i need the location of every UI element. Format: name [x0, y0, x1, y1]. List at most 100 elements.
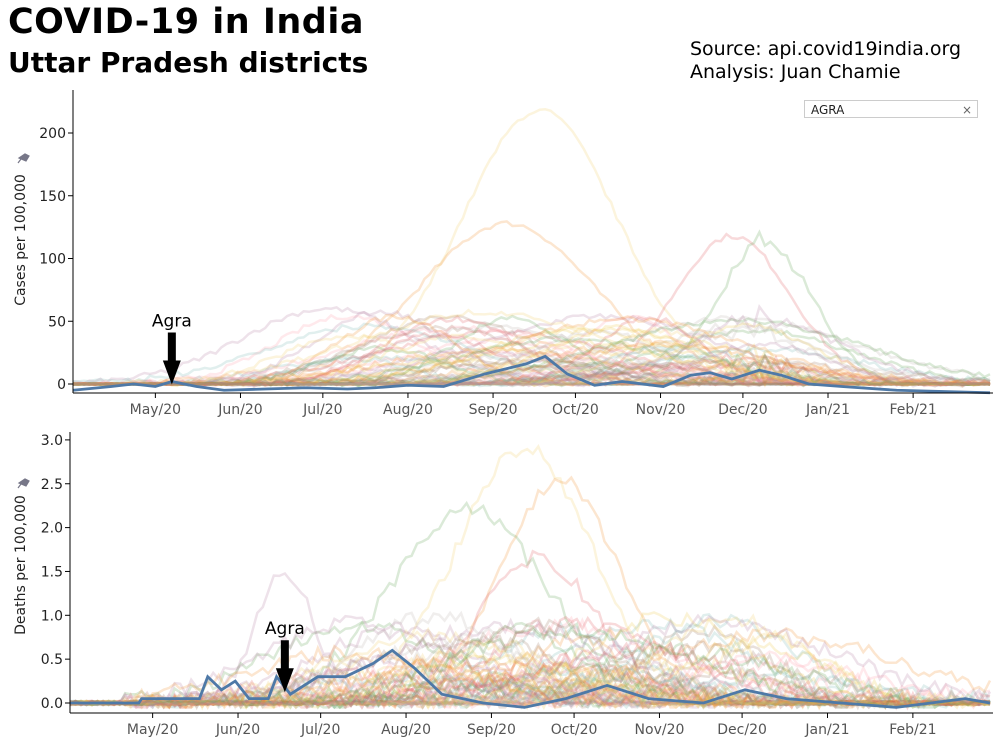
- district-line: [69, 674, 991, 710]
- district-line: [69, 644, 991, 709]
- x-tick-label: Jan/21: [805, 402, 850, 418]
- clear-icon[interactable]: ×: [961, 103, 972, 117]
- district-line: [69, 663, 991, 709]
- district-line: [72, 328, 991, 387]
- district-line: [72, 324, 991, 388]
- district-line: [69, 663, 991, 710]
- district-line: [72, 312, 991, 388]
- district-line: [72, 339, 991, 387]
- district-line: [72, 220, 991, 387]
- district-line: [69, 650, 991, 710]
- y-tick-label: 2.0: [41, 521, 63, 537]
- district-line: [72, 356, 991, 388]
- pin-icon[interactable]: [17, 153, 30, 164]
- district-line: [69, 658, 991, 710]
- district-line: [73, 346, 991, 388]
- district-line: [72, 335, 991, 388]
- district-line: [73, 314, 991, 387]
- district-line: [72, 325, 991, 388]
- district-line: [72, 314, 991, 387]
- y-tick-label: 3.0: [41, 433, 63, 449]
- district-line: [72, 352, 991, 388]
- district-line: [72, 324, 991, 388]
- x-tick-label: Jul/20: [300, 722, 340, 738]
- y-tick-label: 1.0: [41, 608, 63, 624]
- district-line: [72, 351, 991, 388]
- x-tick-label: Dec/20: [718, 402, 768, 418]
- chart-2: 0.0 0.5 1.0 1.5 2.0 2.5 3.0 May/20 Jun/20 Jul/20 A…: [13, 432, 993, 738]
- district-line: [72, 108, 990, 386]
- chart-1: 0 50 100 150 200 May/20 Jun/20 Jul/20 Aug/20 Sep/…: [13, 90, 993, 418]
- district-line: [69, 615, 991, 710]
- x-tick-label: Sep/20: [469, 402, 518, 418]
- x-tick-label: Jun/20: [217, 402, 262, 418]
- y-tick-label: 100: [39, 252, 66, 268]
- district-line: [72, 322, 991, 387]
- district-line: [72, 322, 991, 386]
- district-line: [72, 370, 991, 388]
- district-line: [69, 613, 991, 710]
- district-line: [69, 611, 991, 711]
- y-axis-label: Deaths per 100,000: [13, 495, 29, 635]
- district-line: [72, 337, 991, 388]
- page-subtitle: Uttar Pradesh districts: [8, 46, 369, 79]
- district-line: [69, 666, 991, 711]
- annotation-label: Agra: [265, 619, 305, 639]
- district-line: [69, 620, 991, 708]
- y-axis-label: Cases per 100,000: [13, 174, 29, 306]
- x-tick-label: Nov/20: [636, 402, 686, 418]
- district-line: [72, 316, 991, 386]
- district-line: [73, 314, 991, 387]
- district-line: [72, 358, 991, 388]
- x-tick-label: May/20: [127, 722, 178, 738]
- agra-line[interactable]: [70, 648, 991, 709]
- pin-icon[interactable]: [17, 478, 30, 489]
- district-line: [72, 362, 991, 388]
- district-line: [72, 355, 991, 388]
- x-tick-label: Jun/20: [215, 722, 260, 738]
- district-line: [72, 355, 991, 388]
- page-title: COVID-19 in India: [8, 2, 364, 42]
- district-line: [73, 361, 991, 388]
- search-value: AGRA: [811, 103, 845, 117]
- district-line: [69, 660, 991, 710]
- district-line: [69, 626, 991, 710]
- district-line: [72, 315, 991, 387]
- y-tick-label: 1.5: [41, 564, 63, 580]
- district-line: [72, 324, 991, 386]
- district-search-input[interactable]: AGRA ×: [804, 100, 978, 118]
- district-line: [69, 626, 992, 710]
- x-tick-label: Oct/20: [551, 722, 598, 738]
- district-line: [72, 352, 991, 387]
- district-line: [72, 344, 991, 388]
- district-line: [72, 321, 991, 388]
- annotation-arrow-icon: [162, 332, 181, 385]
- y-tick-label: 150: [39, 189, 66, 205]
- district-line: [73, 331, 991, 388]
- district-line: [69, 674, 991, 710]
- district-line: [69, 571, 991, 707]
- x-tick-label: May/20: [130, 402, 181, 418]
- annotation-arrow-icon: [275, 640, 294, 693]
- district-line: [72, 324, 991, 387]
- district-line: [69, 640, 991, 710]
- district-line: [69, 617, 991, 710]
- district-line: [69, 669, 991, 710]
- district-line: [69, 673, 991, 709]
- y-tick-label: 0.0: [41, 696, 63, 712]
- district-line: [73, 360, 991, 388]
- district-line: [72, 314, 991, 386]
- district-line: [72, 340, 991, 387]
- source-text: Source: api.covid19india.org: [690, 38, 962, 60]
- y-tick-label: 0: [57, 377, 66, 393]
- analysis-text: Analysis: Juan Chamie: [690, 61, 901, 83]
- x-tick-label: Feb/21: [889, 402, 936, 418]
- agra-line[interactable]: [72, 354, 991, 395]
- district-line: [72, 315, 991, 388]
- y-tick-label: 200: [39, 126, 66, 142]
- district-line: [72, 328, 991, 387]
- district-line: [72, 341, 991, 388]
- district-line: [69, 670, 992, 709]
- district-line: [72, 309, 991, 387]
